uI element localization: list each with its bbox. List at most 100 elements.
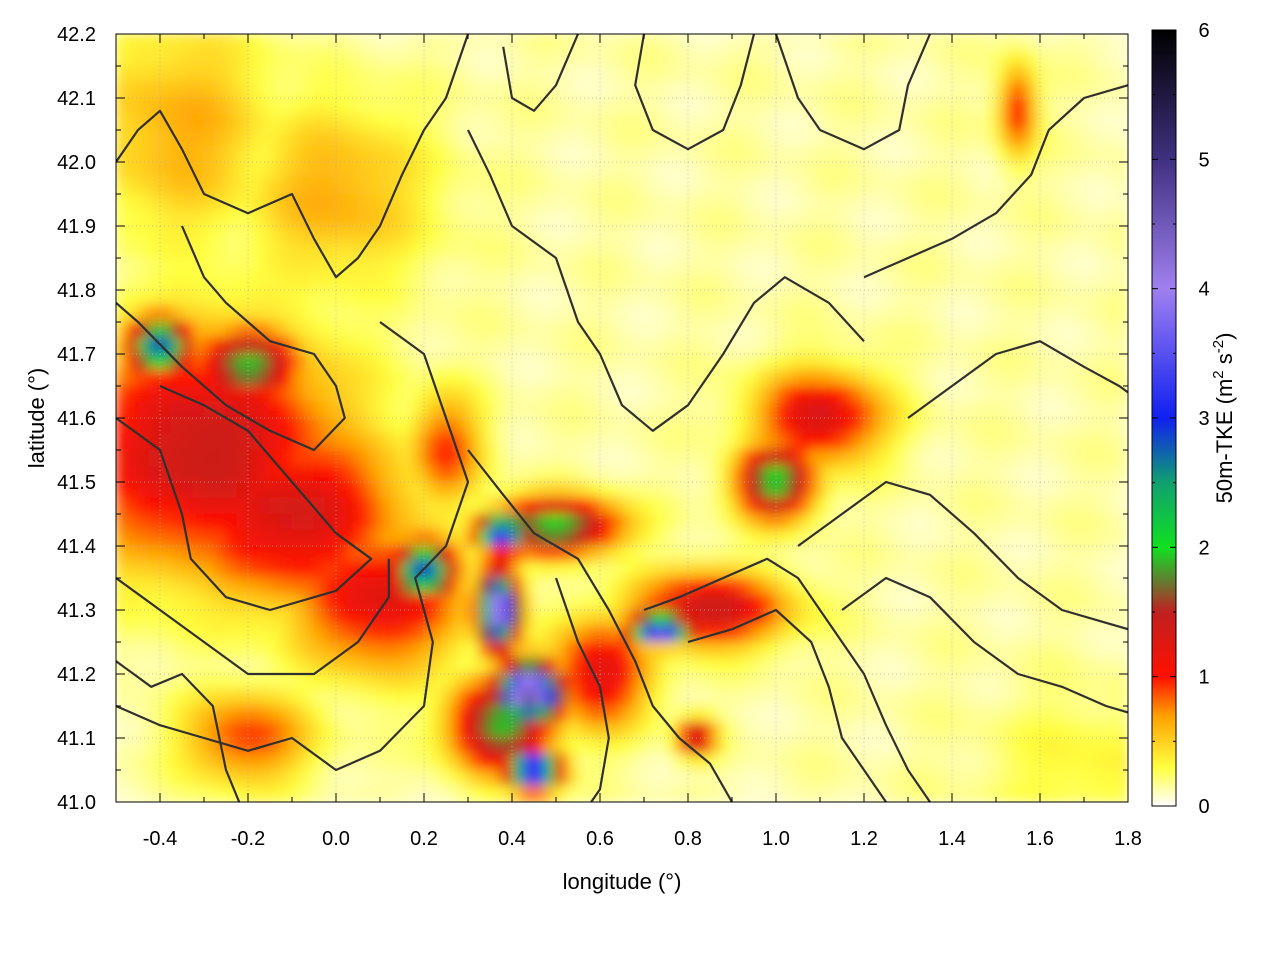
heatmap-cell <box>742 625 755 643</box>
heatmap-cell <box>566 561 579 579</box>
heatmap-cell <box>203 465 216 483</box>
heatmap-cell <box>720 129 733 147</box>
heatmap-cell <box>995 417 1008 435</box>
heatmap-cell <box>434 513 447 531</box>
heatmap-cell <box>566 513 579 531</box>
heatmap-cell <box>852 721 865 739</box>
heatmap-cell <box>1006 97 1019 115</box>
heatmap-cell <box>478 529 491 547</box>
heatmap-cell <box>852 273 865 291</box>
heatmap-cell <box>324 34 337 51</box>
heatmap-cell <box>368 113 381 131</box>
heatmap-cell <box>324 337 337 355</box>
heatmap-cell <box>819 34 832 51</box>
heatmap-cell <box>940 657 953 675</box>
heatmap-cell <box>775 529 788 547</box>
heatmap-cell <box>709 657 722 675</box>
heatmap-cell <box>522 81 535 99</box>
y-tick-label: 42.1 <box>57 88 96 110</box>
heatmap-cell <box>665 49 678 67</box>
heatmap-cell <box>1061 689 1074 707</box>
heatmap-cell <box>555 209 568 227</box>
heatmap-cell <box>445 433 458 451</box>
heatmap-cell <box>159 705 172 723</box>
heatmap-cell <box>1050 273 1063 291</box>
heatmap-cell <box>1083 513 1096 531</box>
heatmap-cell <box>742 177 755 195</box>
heatmap-cell <box>1061 577 1074 595</box>
heatmap-cell <box>599 497 612 515</box>
heatmap-cell <box>522 177 535 195</box>
heatmap-cell <box>874 673 887 691</box>
heatmap-cell <box>269 625 282 643</box>
heatmap-cell <box>918 753 931 771</box>
heatmap-cell <box>544 193 557 211</box>
heatmap-cell <box>126 673 139 691</box>
heatmap-cell <box>863 657 876 675</box>
heatmap-cell <box>676 225 689 243</box>
heatmap-cell <box>467 497 480 515</box>
heatmap-cell <box>126 225 139 243</box>
heatmap-cell <box>665 113 678 131</box>
heatmap-cell <box>302 81 315 99</box>
heatmap-cell <box>137 513 150 531</box>
heatmap-cell <box>566 529 579 547</box>
heatmap-cell <box>786 561 799 579</box>
heatmap-cell <box>698 641 711 659</box>
heatmap-cell <box>764 769 777 787</box>
heatmap-cell <box>236 609 249 627</box>
heatmap-cell <box>137 289 150 307</box>
heatmap-cell <box>995 657 1008 675</box>
heatmap-cell <box>467 401 480 419</box>
heatmap-cell <box>159 753 172 771</box>
heatmap-cell <box>291 289 304 307</box>
heatmap-cell <box>324 225 337 243</box>
heatmap-cell <box>610 705 623 723</box>
heatmap-cell <box>863 577 876 595</box>
heatmap-cell <box>720 769 733 787</box>
heatmap-cell <box>984 545 997 563</box>
heatmap-cell <box>291 449 304 467</box>
heatmap-cell <box>753 545 766 563</box>
heatmap-cell <box>632 625 645 643</box>
heatmap-cell <box>1105 257 1118 275</box>
heatmap-cell <box>687 481 700 499</box>
heatmap-cell <box>126 241 139 259</box>
heatmap-cell <box>225 497 238 515</box>
heatmap-cell <box>423 97 436 115</box>
heatmap-cell <box>632 513 645 531</box>
heatmap-cell <box>841 769 854 787</box>
heatmap-cell <box>885 369 898 387</box>
heatmap-cell <box>775 401 788 419</box>
heatmap-cell <box>137 609 150 627</box>
heatmap-cell <box>456 193 469 211</box>
heatmap-cell <box>544 401 557 419</box>
heatmap-cell <box>269 561 282 579</box>
heatmap-cell <box>852 129 865 147</box>
heatmap-cell <box>951 129 964 147</box>
heatmap-cell <box>214 177 227 195</box>
heatmap-cell <box>379 481 392 499</box>
heatmap-cell <box>302 273 315 291</box>
heatmap-cell <box>1006 81 1019 99</box>
heatmap-cell <box>148 689 161 707</box>
heatmap-cell <box>258 481 271 499</box>
heatmap-cell <box>819 545 832 563</box>
heatmap-cell <box>720 273 733 291</box>
heatmap-cell <box>676 481 689 499</box>
heatmap-cell <box>786 769 799 787</box>
heatmap-cell <box>357 385 370 403</box>
heatmap-cell <box>1116 513 1128 531</box>
heatmap-cell <box>225 145 238 163</box>
heatmap-cell <box>632 721 645 739</box>
heatmap-cell <box>995 97 1008 115</box>
heatmap-cell <box>170 785 183 802</box>
heatmap-cell <box>1083 193 1096 211</box>
heatmap-cell <box>1072 657 1085 675</box>
heatmap-cell <box>544 753 557 771</box>
heatmap-cell <box>511 129 524 147</box>
heatmap-cell <box>643 401 656 419</box>
heatmap-cell <box>247 34 260 51</box>
heatmap-cell <box>236 737 249 755</box>
heatmap-cell <box>709 177 722 195</box>
